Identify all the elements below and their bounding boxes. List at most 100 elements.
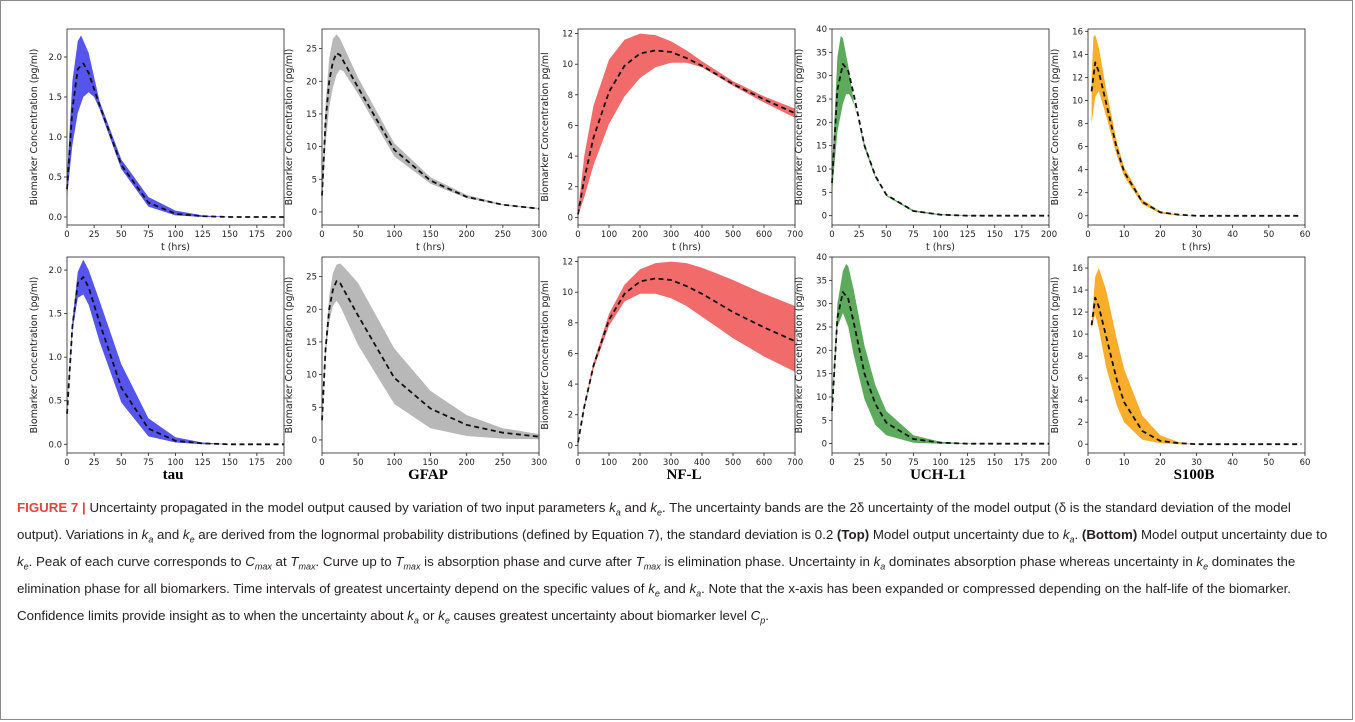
x-tick-label: 200 [1041, 458, 1057, 468]
y-tick-label: 6 [568, 121, 573, 131]
y-tick-label: 40 [816, 25, 827, 35]
x-tick-label: 200 [632, 458, 648, 468]
x-tick-label: 150 [222, 458, 238, 468]
x-axis-label: t (hrs) [416, 242, 445, 253]
y-tick-label: 0 [568, 441, 573, 451]
plot-frame [66, 256, 285, 454]
mean-curve [321, 280, 540, 438]
x-tick-label: 200 [632, 230, 648, 240]
x-tick-label: 0 [829, 458, 834, 468]
x-axis-label: t (hrs) [672, 242, 701, 253]
x-tick-label: 600 [756, 230, 772, 240]
y-tick-label: 15 [306, 338, 317, 348]
y-tick-label: 25 [306, 45, 317, 55]
biomarker-label-nfl: NF-L [666, 467, 702, 483]
x-tick-label: 50 [881, 458, 892, 468]
x-tick-label: 300 [663, 230, 679, 240]
y-tick-label: 6 [1078, 374, 1083, 384]
param-cp: Cp [750, 607, 766, 626]
x-tick-label: 25 [854, 230, 865, 240]
y-tick-label: 1.0 [48, 353, 62, 363]
uncertainty-band [67, 259, 284, 445]
param-ke: ke [650, 500, 662, 518]
x-tick-label: 0 [575, 230, 580, 240]
x-tick-label: 50 [353, 230, 364, 240]
y-axis-label: Biomarker Concentration (pg/ml) [794, 49, 805, 206]
x-tick-label: 100 [601, 230, 617, 240]
uncertainty-band [322, 263, 539, 440]
x-tick-label: 125 [195, 458, 211, 468]
y-tick-label: 15 [306, 110, 317, 120]
y-tick-label: 0.5 [48, 173, 62, 183]
param-cmax: Cmax [245, 553, 272, 572]
y-axis-label: Biomarker Concentration (pg/ml) [284, 49, 295, 206]
x-tick-label: 150 [987, 230, 1003, 240]
uncertainty-band [322, 34, 539, 210]
y-tick-label: 16 [1072, 27, 1083, 37]
y-tick-label: 12 [1072, 308, 1083, 318]
y-tick-label: 14 [1072, 286, 1083, 296]
y-tick-label: 8 [1078, 352, 1083, 362]
x-tick-label: 25 [89, 458, 100, 468]
x-tick-label: 150 [422, 458, 438, 468]
y-axis-label: Biomarker Concentration (pg/ml) [794, 277, 805, 434]
uncertainty-band [832, 36, 1049, 216]
x-tick-label: 75 [143, 458, 154, 468]
plot-frame [577, 256, 796, 454]
y-tick-label: 0 [822, 440, 827, 450]
x-tick-label: 125 [195, 230, 211, 240]
mean-curve [1090, 296, 1302, 446]
uncertainty-band [1091, 268, 1302, 445]
plot-frame [1087, 28, 1306, 226]
x-tick-label: 100 [167, 458, 183, 468]
mean-curve [66, 62, 284, 218]
x-tick-label: 0 [1085, 458, 1090, 468]
x-tick-label: 125 [960, 230, 976, 240]
caption-text: Uncertainty propagated in the model outp… [85, 500, 610, 515]
figure-caption: FIGURE 7 | Uncertainty propagated in the… [17, 500, 1328, 626]
chart-nfl-top: 0 100 200 300 400 500 600 700 0 2 4 6 8 10 12 t (hrs) Bi… [540, 28, 803, 253]
y-tick-label: 25 [816, 323, 827, 333]
y-tick-label: 10 [816, 393, 827, 403]
y-tick-label: 0 [822, 212, 827, 222]
x-tick-label: 30 [1191, 230, 1202, 240]
x-tick-label: 500 [725, 230, 741, 240]
x-tick-label: 100 [932, 230, 948, 240]
x-tick-label: 500 [725, 458, 741, 468]
x-tick-label: 700 [787, 458, 803, 468]
y-tick-label: 16 [1072, 264, 1083, 274]
x-tick-label: 0 [319, 458, 324, 468]
x-tick-label: 0 [575, 458, 580, 468]
plot-frame [831, 28, 1050, 226]
x-tick-label: 0 [319, 230, 324, 240]
chart-tau-top: 0 25 50 75 100 125 150 175 200 0.0 0.5 1.0 1.5 2.0 t (… [29, 28, 292, 253]
y-tick-label: 2 [1078, 418, 1083, 428]
x-tick-label: 200 [1041, 230, 1057, 240]
chart-gfap-top: 0 50 100 150 200 250 300 0 5 10 15 20 25 t (hrs) Bioma… [284, 28, 547, 253]
y-tick-label: 5 [312, 175, 317, 185]
x-tick-label: 600 [756, 458, 772, 468]
y-tick-label: 0 [568, 213, 573, 223]
x-tick-label: 700 [787, 230, 803, 240]
y-tick-label: 2.0 [48, 266, 62, 276]
y-tick-label: 10 [562, 288, 573, 298]
y-tick-label: 25 [816, 95, 827, 105]
y-axis-label: Biomarker Concentration pg/ml [540, 52, 551, 201]
x-tick-label: 100 [386, 458, 402, 468]
x-tick-label: 25 [854, 458, 865, 468]
y-tick-label: 0 [312, 436, 317, 446]
y-axis-label: Biomarker Concentration (pg/ml) [29, 49, 40, 206]
mean-curve [831, 291, 1049, 445]
y-axis-label: Biomarker Concentration pg/ml [540, 280, 551, 429]
y-tick-label: 1.0 [48, 133, 62, 143]
uncertainty-band [578, 33, 795, 216]
y-tick-label: 5 [822, 416, 827, 426]
y-tick-label: 35 [816, 276, 827, 286]
y-tick-label: 0 [312, 208, 317, 218]
plot-frame [577, 28, 796, 226]
mean-curve [577, 49, 796, 215]
